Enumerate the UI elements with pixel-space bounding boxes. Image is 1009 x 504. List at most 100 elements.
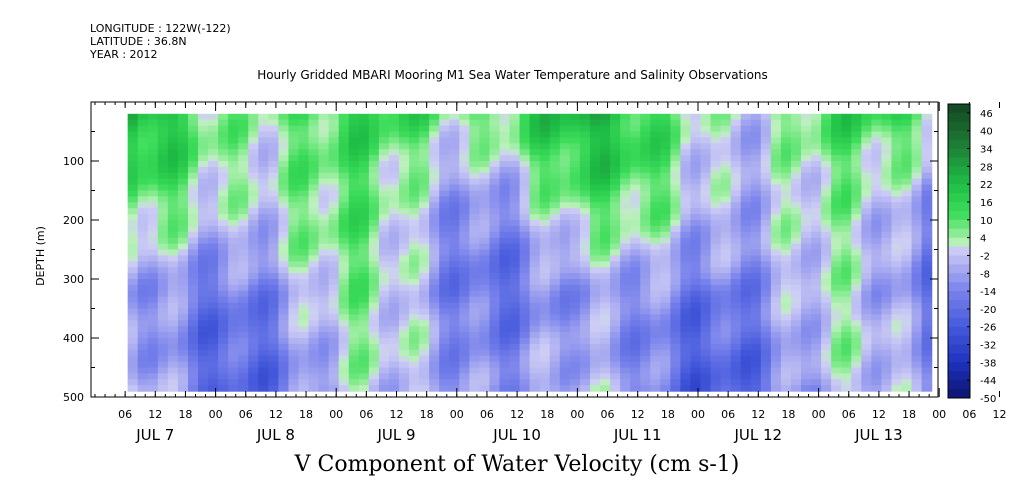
heatmap-cell (318, 261, 330, 268)
heatmap-cell (298, 355, 310, 363)
heatmap-cell (248, 284, 259, 292)
heatmap-cell (780, 184, 792, 192)
heatmap-cell (730, 119, 742, 127)
heatmap-cell (901, 273, 913, 280)
heatmap-cell (901, 143, 913, 150)
heatmap-cell (187, 166, 199, 174)
heatmap-cell (851, 385, 862, 392)
heatmap-cell (670, 214, 682, 221)
heatmap-cell (479, 237, 491, 245)
heatmap-cell (348, 113, 360, 121)
heatmap-cell (589, 155, 601, 162)
heatmap-cell (690, 231, 702, 239)
heatmap-cell (449, 308, 460, 315)
heatmap-cell (750, 279, 762, 286)
heatmap-cell (399, 149, 410, 156)
heatmap-cell (147, 172, 159, 180)
heatmap-cell (208, 237, 219, 245)
heatmap-cell (358, 237, 370, 245)
heatmap-cell (147, 166, 159, 174)
heatmap-cell (439, 338, 450, 345)
heatmap-cell (147, 355, 159, 363)
heatmap-cell (740, 326, 752, 333)
heatmap-cell (610, 161, 621, 168)
y-axis-label: DEPTH (m) (34, 226, 47, 286)
heatmap-cell (338, 373, 350, 380)
heatmap-cell (459, 338, 470, 345)
heatmap-cell (348, 208, 360, 215)
heatmap-cell (630, 161, 641, 168)
heatmap-cell (338, 343, 350, 351)
heatmap-cell (187, 149, 199, 156)
heatmap-cell (218, 373, 229, 380)
heatmap-cell (228, 149, 239, 156)
colorbar-band (948, 219, 970, 230)
heatmap-cell (439, 125, 450, 133)
heatmap-cell (328, 231, 340, 239)
heatmap-cell (519, 172, 531, 180)
heatmap-cell (399, 184, 410, 192)
heatmap-cell (670, 172, 682, 180)
heatmap-cell (388, 184, 400, 192)
heatmap-cell (228, 143, 239, 150)
heatmap-cell (459, 172, 470, 180)
heatmap-cell (479, 308, 491, 315)
heatmap-cell (911, 379, 923, 386)
heatmap-cell (409, 349, 420, 357)
heatmap-cell (378, 296, 390, 304)
heatmap-cell (348, 225, 360, 233)
heatmap-cell (308, 137, 320, 144)
colorbar-tick-label: 16 (980, 198, 993, 209)
heatmap-cell (208, 373, 219, 380)
heatmap-cell (600, 349, 611, 357)
heatmap-cell (157, 125, 169, 133)
heatmap-cell (268, 332, 280, 339)
heatmap-cell (308, 125, 320, 133)
heatmap-cell (358, 131, 370, 138)
heatmap-cell (288, 166, 300, 174)
heatmap-cell (620, 143, 631, 150)
x-day-label: JUL 9 (376, 426, 415, 444)
heatmap-cell (449, 172, 460, 180)
heatmap-cell (519, 302, 531, 310)
heatmap-cell (378, 379, 390, 386)
heatmap-cell (208, 367, 219, 374)
heatmap-cell (559, 338, 571, 345)
heatmap-cell (348, 119, 360, 127)
heatmap-cell (127, 113, 139, 121)
heatmap-cell (811, 284, 822, 292)
heatmap-cell (358, 267, 370, 274)
heatmap-cell (157, 361, 169, 369)
x-hour-tick-label: 18 (661, 408, 675, 421)
heatmap-cell (760, 373, 772, 380)
heatmap-cell (760, 267, 772, 274)
heatmap-cell (670, 149, 682, 156)
heatmap-cell (640, 320, 651, 327)
heatmap-cell (278, 149, 290, 156)
chart-title: Hourly Gridded MBARI Mooring M1 Sea Wate… (257, 68, 768, 82)
heatmap-cell (409, 379, 420, 386)
heatmap-cell (760, 255, 772, 262)
heatmap-cell (901, 208, 913, 215)
heatmap-cell (509, 161, 521, 168)
heatmap-cell (579, 308, 591, 315)
heatmap-cell (187, 343, 199, 351)
heatmap-cell (489, 332, 501, 339)
heatmap-cell (750, 149, 762, 156)
heatmap-cell (690, 302, 702, 310)
heatmap-cell (248, 161, 259, 168)
heatmap-cell (640, 261, 651, 268)
heatmap-cell (740, 155, 752, 162)
heatmap-cell (801, 231, 812, 239)
heatmap-cell (157, 131, 169, 138)
heatmap-cell (549, 155, 561, 162)
heatmap-cell (388, 284, 400, 292)
heatmap-cell (559, 190, 571, 197)
heatmap-cell (700, 237, 712, 245)
heatmap-cell (901, 196, 913, 203)
heatmap-cell (790, 290, 802, 298)
heatmap-cell (871, 267, 883, 274)
colorbar-band (948, 246, 970, 256)
heatmap-cell (559, 249, 571, 256)
